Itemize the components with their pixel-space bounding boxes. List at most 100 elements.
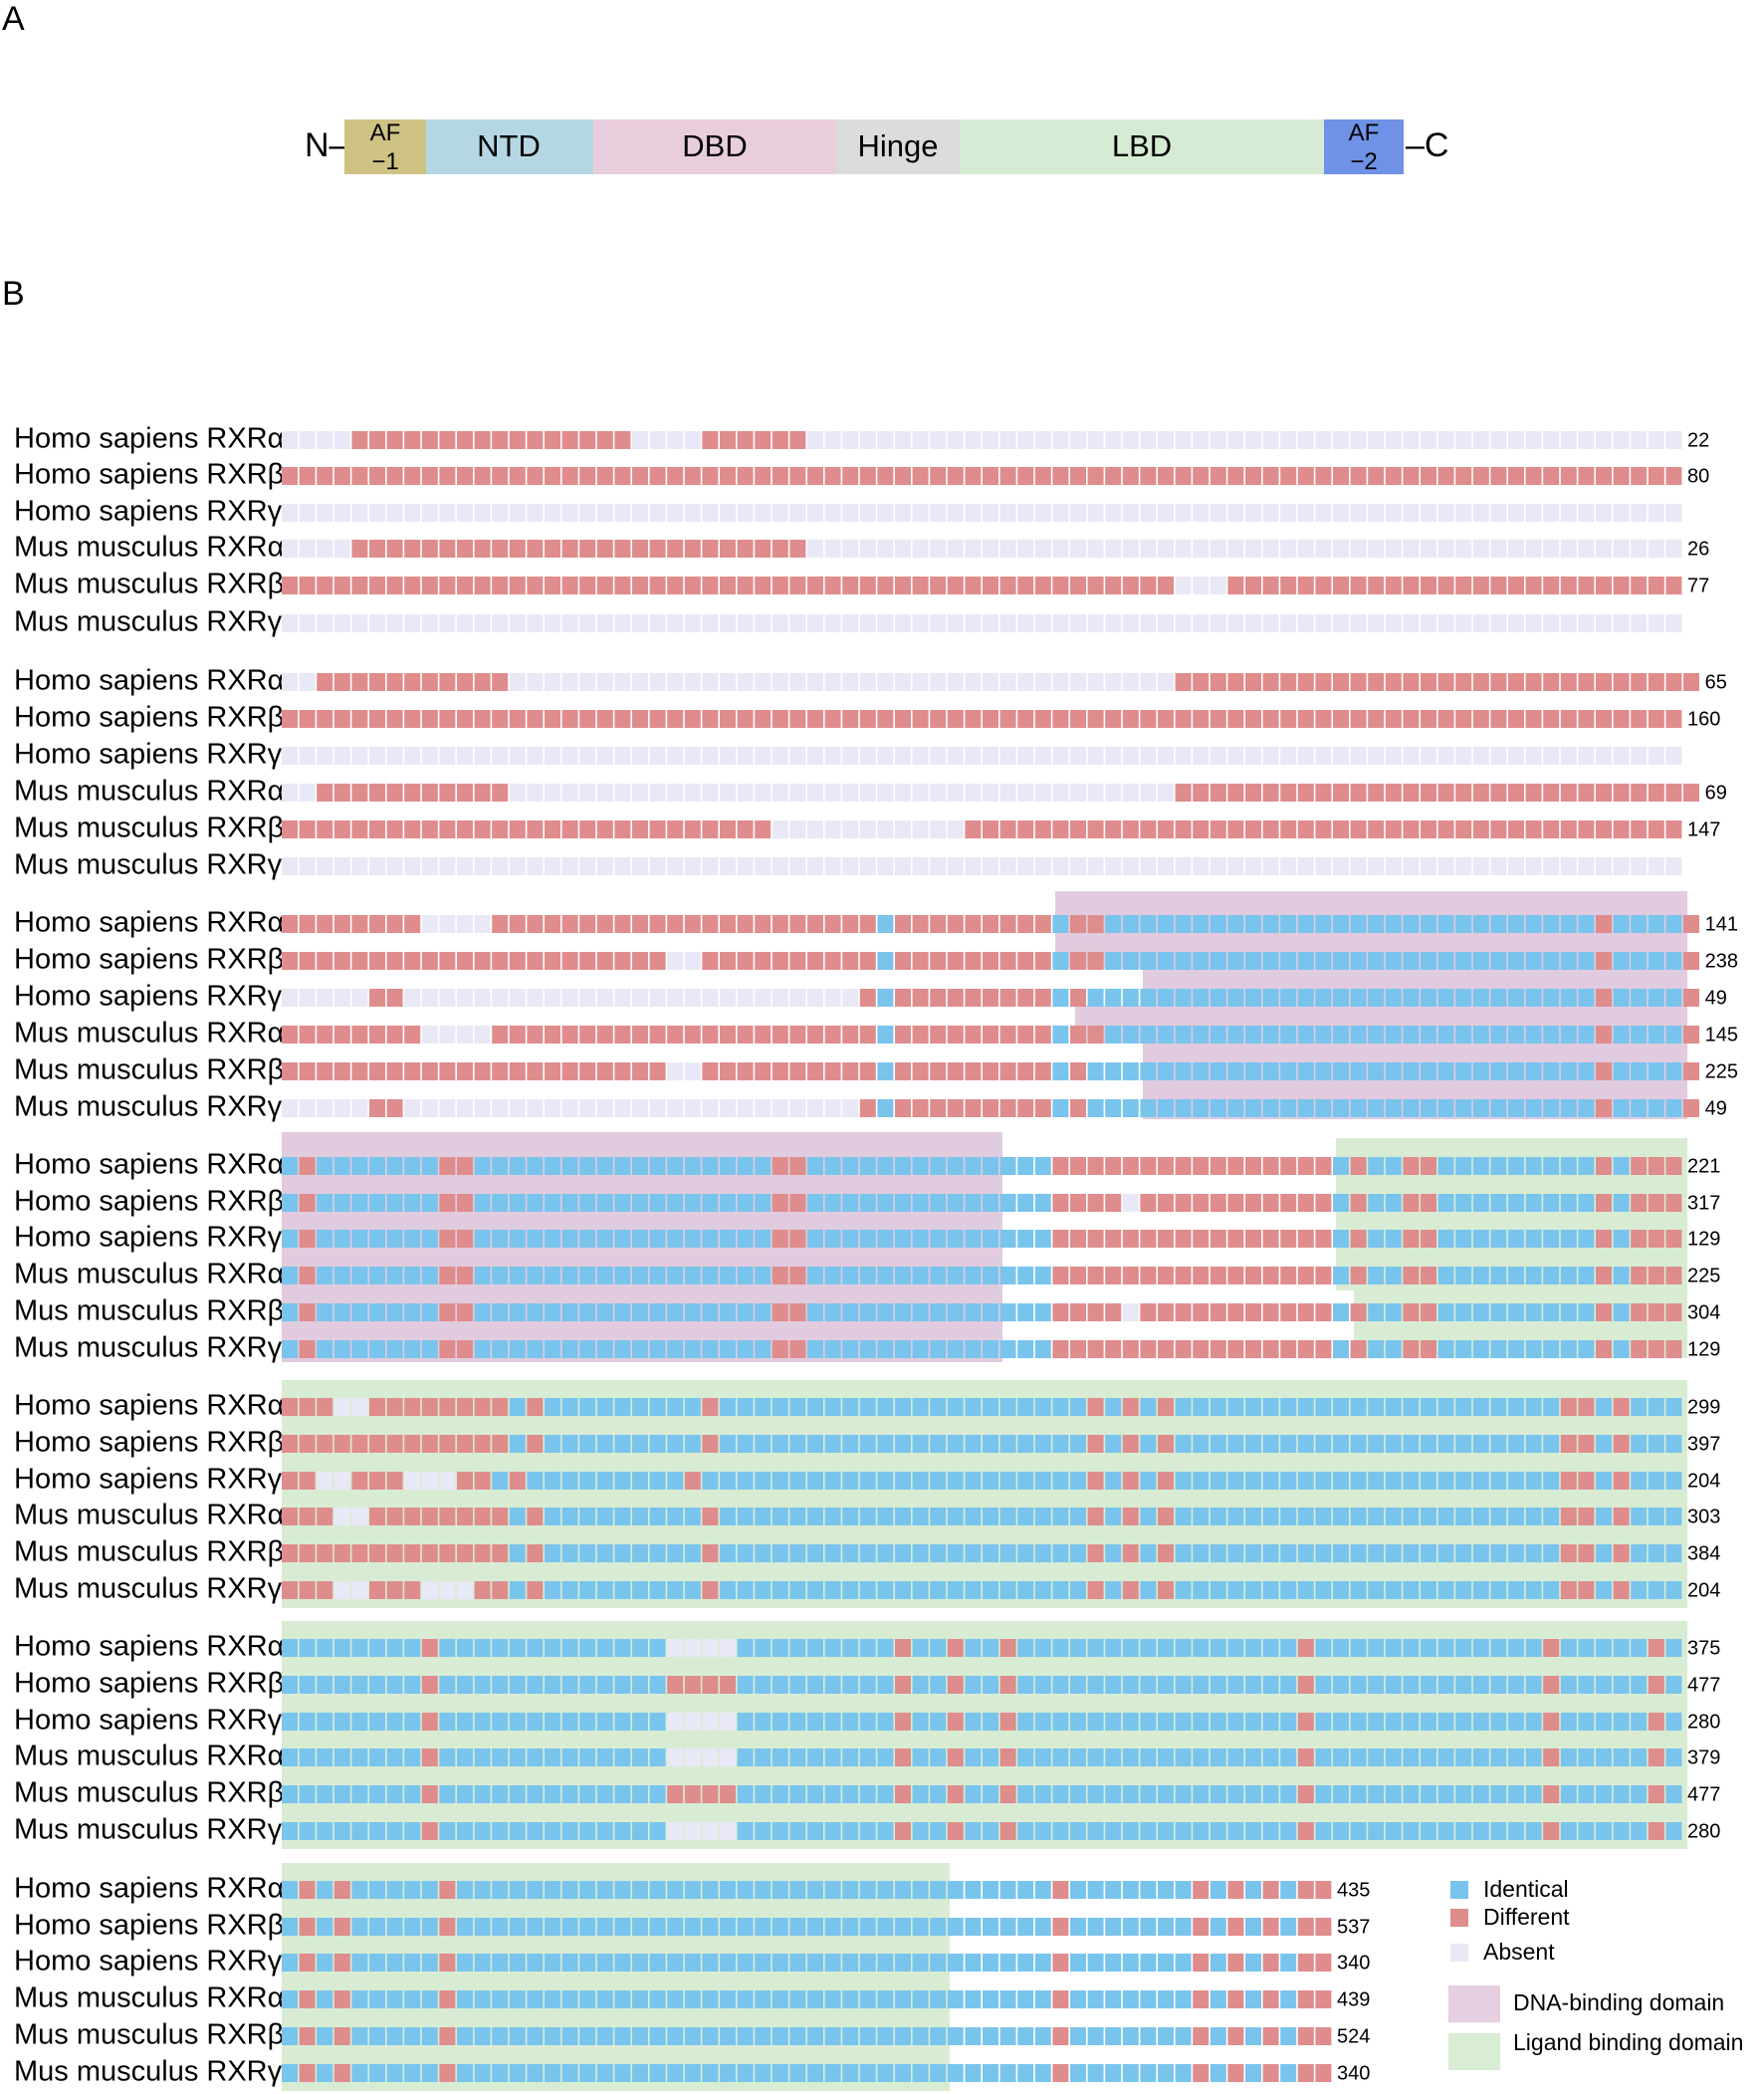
residue-cell: [1297, 673, 1314, 691]
residue-cell: [1508, 1822, 1524, 1840]
residue-cell: [282, 1026, 298, 1044]
residue-cell: [1596, 467, 1612, 485]
residue-cell: [333, 747, 350, 765]
residue-cell: [912, 1157, 929, 1175]
residue-cell: [1437, 1398, 1454, 1416]
residue-cell: [386, 1435, 403, 1453]
residue-cell: [1210, 673, 1226, 691]
residue-cell: [474, 1340, 491, 1358]
residue-cell: [999, 504, 1016, 522]
residue-cell: [1105, 747, 1122, 765]
residue-cell: [1403, 710, 1420, 728]
residue-cell: [1105, 1026, 1122, 1044]
residue-cell: [1193, 784, 1210, 802]
residue-cell: [1227, 1918, 1244, 1936]
residue-cell: [299, 1881, 316, 1899]
residue-cell: [1613, 1676, 1630, 1694]
residue-cell: [1385, 504, 1402, 522]
residue-cell: [421, 2027, 438, 2045]
residue-cell: [1437, 1157, 1454, 1175]
residue-cell: [1297, 431, 1314, 449]
residue-cell: [859, 1990, 876, 2008]
residue-cell: [545, 1748, 560, 1766]
species-label: Homo sapiens RXRβ: [14, 944, 284, 976]
residue-cell: [351, 1267, 368, 1284]
residue-cell: [755, 1990, 772, 2008]
residue-cell: [614, 614, 631, 632]
residue-cell: [1280, 1026, 1297, 1044]
residue-cell: [895, 1267, 911, 1284]
residue-cell: [527, 577, 544, 594]
residue-cell: [1105, 504, 1122, 522]
residue-cell: [1490, 1822, 1507, 1840]
residue-cell: [1193, 1881, 1210, 1899]
residue-cell: [386, 1230, 403, 1248]
residue-cell: [1017, 1472, 1034, 1490]
residue-cell: [1350, 1713, 1367, 1731]
residue-cell: [1070, 1713, 1086, 1731]
residue-cell: [895, 1748, 911, 1766]
residue-cell: [1560, 1748, 1577, 1766]
residue-cell: [1262, 1508, 1279, 1525]
residue-cell: [439, 747, 456, 765]
residue-cell: [983, 431, 998, 449]
residue-cell: [1560, 614, 1577, 632]
residue-cell: [527, 504, 544, 522]
residue-cell: [667, 857, 684, 875]
residue-cell: [684, 577, 701, 594]
residue-cell: [1245, 1544, 1261, 1562]
residue-cell: [720, 915, 736, 933]
residue-cell: [1140, 1398, 1157, 1416]
residue-cell: [351, 2027, 368, 2045]
residue-cell: [596, 1099, 613, 1117]
residue-cell: [947, 1713, 964, 1731]
residue-cell: [1245, 784, 1261, 802]
residue-cell: [632, 2027, 648, 2045]
residue-cell: [999, 820, 1016, 838]
residue-cell: [1158, 1230, 1174, 1248]
residue-cell: [1052, 1508, 1069, 1525]
residue-cell: [1245, 1472, 1261, 1490]
residue-cell: [614, 1099, 631, 1117]
residue-cell: [1070, 1544, 1086, 1562]
residue-cell: [369, 820, 385, 838]
residue-cell: [824, 747, 841, 765]
residue-cell: [1193, 710, 1210, 728]
residue-cell: [1403, 504, 1420, 522]
residue-cell: [649, 710, 666, 728]
residue-cell: [1262, 1340, 1279, 1358]
residue-cell: [1245, 577, 1261, 594]
residue-cell: [333, 1230, 350, 1248]
residue-cell: [667, 1398, 684, 1416]
residue-cell: [1350, 1398, 1367, 1416]
residue-cell: [333, 989, 350, 1007]
residue-cell: [1437, 504, 1454, 522]
residue-cell: [421, 710, 438, 728]
residue-cell: [1227, 1472, 1244, 1490]
residue-cell: [1350, 1026, 1367, 1044]
residue-cell: [965, 1435, 982, 1453]
residue-cell: [824, 710, 841, 728]
residue-cell: [667, 1157, 684, 1175]
residue-cell: [1087, 1303, 1104, 1321]
residue-cell: [789, 577, 806, 594]
residue-cell: [509, 1581, 526, 1599]
residue-cell: [1193, 1639, 1210, 1657]
residue-cell: [1648, 1639, 1664, 1657]
residue-cell: [474, 1062, 491, 1080]
residue-cell: [1245, 989, 1261, 1007]
residue-cell: [404, 1639, 421, 1657]
residue-cell: [1385, 784, 1402, 802]
residue-cell: [527, 952, 544, 970]
residue-cell: [1403, 577, 1420, 594]
residue-cell: [1210, 1639, 1226, 1657]
residue-cell: [965, 1954, 982, 1972]
residue-cell: [684, 2064, 701, 2082]
residue-cell: [1421, 1472, 1436, 1490]
residue-cell: [1421, 673, 1436, 691]
residue-cell: [947, 1340, 964, 1358]
residue-cell: [457, 1581, 473, 1599]
residue-cell: [1315, 1748, 1332, 1766]
residue-cell: [1437, 1435, 1454, 1453]
